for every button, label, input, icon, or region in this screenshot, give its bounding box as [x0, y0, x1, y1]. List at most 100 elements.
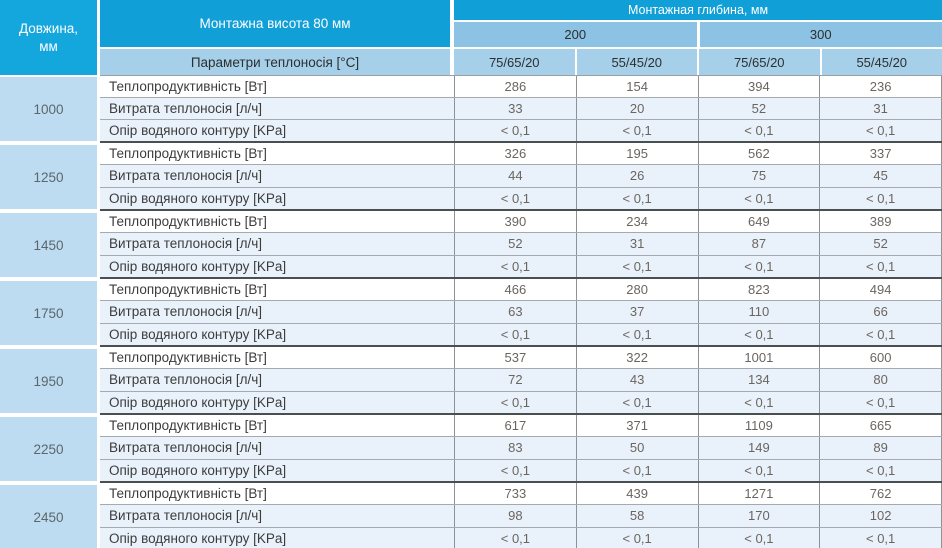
value-cell: 537: [454, 347, 576, 369]
row-label: Витрата теплоносія [л/ч]: [109, 236, 263, 252]
table-row: Теплопродуктивність [Вт] 733 439 1271 76…: [100, 483, 942, 505]
table-row: Опір водяного контуру [KPa] < 0,1 < 0,1 …: [100, 526, 942, 548]
depth-header-block: Монтажная глибина, мм 200 300 75/65/20 5…: [454, 0, 942, 75]
value-cell: 494: [819, 279, 942, 301]
row-label: Теплопродуктивність [Вт]: [109, 146, 267, 162]
value-cell: < 0,1: [454, 323, 576, 345]
value-cell: < 0,1: [819, 527, 942, 548]
table-row: Витрата теплоносія [л/ч] 33 20 52 31: [100, 97, 942, 119]
depth-200-cell: 200: [454, 22, 697, 47]
row-label: Теплопродуктивність [Вт]: [109, 418, 267, 434]
value-cell: 58: [575, 505, 698, 527]
value-cell: < 0,1: [454, 120, 576, 141]
value-cell: 286: [454, 76, 576, 97]
value-cell: < 0,1: [454, 255, 576, 277]
table-group: 1950 Теплопродуктивність [Вт] 537 322 10…: [0, 347, 942, 415]
mount-height-header: Монтажна висота 80 мм: [100, 0, 450, 47]
row-label: Опір водяного контуру [KPa]: [109, 190, 287, 206]
temp-col-header: 75/65/20: [699, 49, 820, 75]
value-cell: < 0,1: [819, 323, 942, 345]
table-row: Теплопродуктивність [Вт] 466 280 823 494: [100, 279, 942, 301]
row-label: Витрата теплоносія [л/ч]: [109, 372, 263, 388]
row-label: Теплопродуктивність [Вт]: [109, 350, 267, 366]
value-cell: 20: [575, 98, 698, 119]
table-group: 1000 Теплопродуктивність [Вт] 286 154 39…: [0, 75, 942, 143]
value-cell: 87: [697, 233, 820, 255]
value-cell: 66: [819, 301, 942, 323]
table-row: Витрата теплоносія [л/ч] 52 31 87 52: [100, 232, 942, 255]
value-cell: 33: [454, 98, 576, 119]
header-divider: [97, 0, 100, 75]
temp-params-row: 75/65/20 55/45/20 75/65/20 55/45/20: [454, 49, 942, 75]
value-cell: < 0,1: [575, 459, 698, 481]
value-cell: < 0,1: [575, 187, 698, 209]
value-cell: < 0,1: [819, 391, 942, 413]
value-cell: 83: [454, 437, 576, 459]
row-label: Теплопродуктивність [Вт]: [109, 282, 267, 298]
value-cell: 63: [454, 301, 576, 323]
value-cell: 322: [575, 347, 698, 369]
table-row: Теплопродуктивність [Вт] 617 371 1109 66…: [100, 415, 942, 437]
value-cell: 75: [697, 165, 820, 187]
length-header-line1: Довжина,: [18, 20, 79, 36]
table-row: Витрата теплоносія [л/ч] 98 58 170 102: [100, 504, 942, 527]
table-row: Опір водяного контуру [KPa] < 0,1 < 0,1 …: [100, 119, 942, 141]
value-cell: 280: [575, 279, 698, 301]
table-group: 2450 Теплопродуктивність [Вт] 733 439 12…: [0, 483, 942, 548]
value-cell: < 0,1: [575, 120, 698, 141]
table-row: Витрата теплоносія [л/ч] 72 43 134 80: [100, 368, 942, 391]
value-cell: 149: [697, 437, 820, 459]
temp-col-header: 75/65/20: [454, 49, 575, 75]
length-group-cell: 1950: [0, 349, 97, 413]
value-cell: 562: [697, 143, 820, 165]
value-cell: < 0,1: [454, 187, 576, 209]
value-cell: 762: [819, 483, 942, 505]
value-cell: < 0,1: [454, 391, 576, 413]
row-label: Опір водяного контуру [KPa]: [109, 258, 287, 274]
value-cell: 600: [819, 347, 942, 369]
table-row: Опір водяного контуру [KPa] < 0,1 < 0,1 …: [100, 322, 942, 345]
value-cell: 1001: [697, 347, 820, 369]
row-label: Теплопродуктивність [Вт]: [109, 214, 267, 230]
row-label: Теплопродуктивність [Вт]: [109, 486, 267, 502]
value-cell: 50: [575, 437, 698, 459]
value-cell: 390: [454, 211, 576, 233]
value-cell: 439: [575, 483, 698, 505]
value-cell: 89: [819, 437, 942, 459]
table-group: 1450 Теплопродуктивність [Вт] 390 234 64…: [0, 211, 942, 279]
value-cell: < 0,1: [819, 459, 942, 481]
value-cell: 1271: [697, 483, 820, 505]
value-cell: 44: [454, 165, 576, 187]
length-group-cell: 1000: [0, 77, 97, 141]
length-header-cell: Довжина, мм: [0, 0, 97, 75]
value-cell: 43: [575, 369, 698, 391]
value-cell: < 0,1: [575, 323, 698, 345]
depth-300-cell: 300: [699, 22, 942, 47]
depth-values-row: 200 300: [454, 22, 942, 47]
params-header: Параметри теплоносія [°C]: [100, 49, 450, 75]
table-row: Опір водяного контуру [KPa] < 0,1 < 0,1 …: [100, 254, 942, 277]
value-cell: < 0,1: [697, 391, 820, 413]
table-header: Довжина, мм Монтажна висота 80 мм Параме…: [0, 0, 942, 75]
value-cell: < 0,1: [697, 255, 820, 277]
table-row: Опір водяного контуру [KPa] < 0,1 < 0,1 …: [100, 186, 942, 209]
length-header-line2: мм: [39, 38, 58, 54]
length-group-cell: 1450: [0, 213, 97, 277]
value-cell: 337: [819, 143, 942, 165]
value-cell: 823: [697, 279, 820, 301]
value-cell: 394: [697, 76, 820, 97]
value-cell: < 0,1: [454, 459, 576, 481]
temp-col-header: 55/45/20: [576, 49, 697, 75]
value-cell: 31: [819, 98, 942, 119]
row-label: Витрата теплоносія [л/ч]: [109, 168, 263, 184]
length-group-cell: 2450: [0, 485, 97, 548]
table-row: Опір водяного контуру [KPa] < 0,1 < 0,1 …: [100, 390, 942, 413]
row-label: Опір водяного контуру [KPa]: [109, 462, 287, 478]
value-cell: 72: [454, 369, 576, 391]
value-cell: 80: [819, 369, 942, 391]
length-group-cell: 1750: [0, 281, 97, 345]
value-cell: 326: [454, 143, 576, 165]
value-cell: 195: [575, 143, 698, 165]
value-cell: 45: [819, 165, 942, 187]
value-cell: 1109: [697, 415, 820, 437]
